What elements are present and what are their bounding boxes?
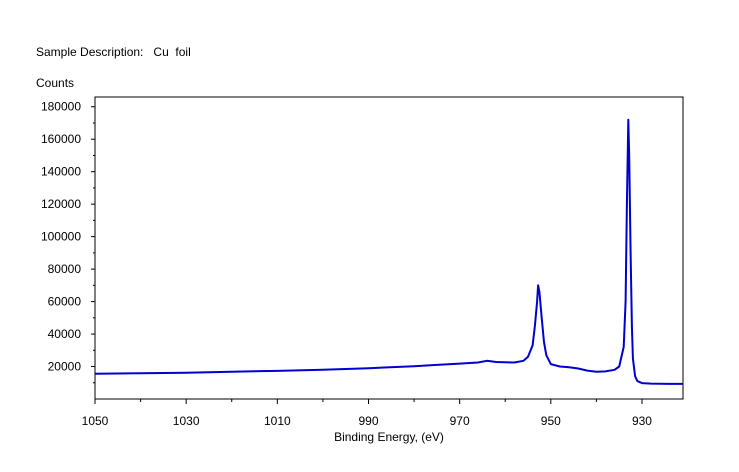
y-tick-label: 100000 <box>41 230 81 244</box>
x-tick-label: 990 <box>358 414 378 428</box>
y-axis-label: Counts <box>36 76 75 90</box>
y-tick-label: 120000 <box>41 197 81 211</box>
y-axis-ticks: 20000 40000 60000 80000 100000 120000 140000 16… <box>41 100 95 384</box>
sample-description-value: Cu foil <box>153 45 191 59</box>
plot-frame <box>94 96 684 400</box>
x-tick-label: 1010 <box>264 414 291 428</box>
y-tick-label: 40000 <box>48 327 82 341</box>
spectrum-line <box>94 118 683 385</box>
x-axis-ticks: 1050 1030 1010 990 970 950 930 <box>82 399 652 428</box>
y-tick-label: 80000 <box>48 262 82 276</box>
y-tick-label: 180000 <box>41 100 81 114</box>
x-tick-label: 950 <box>541 414 561 428</box>
sample-description-label: Sample Description: <box>36 45 144 59</box>
x-tick-label: 1050 <box>82 414 109 428</box>
x-axis-label: Binding Energy, (eV) <box>334 430 444 444</box>
y-tick-label: 20000 <box>48 360 82 374</box>
y-tick-label: 60000 <box>48 295 82 309</box>
x-tick-label: 970 <box>450 414 470 428</box>
x-tick-label: 1030 <box>173 414 200 428</box>
sample-description: Sample Description: Cu foil <box>36 45 191 59</box>
x-tick-label: 930 <box>632 414 652 428</box>
y-tick-label: 160000 <box>41 132 81 146</box>
y-tick-label: 140000 <box>41 165 81 179</box>
